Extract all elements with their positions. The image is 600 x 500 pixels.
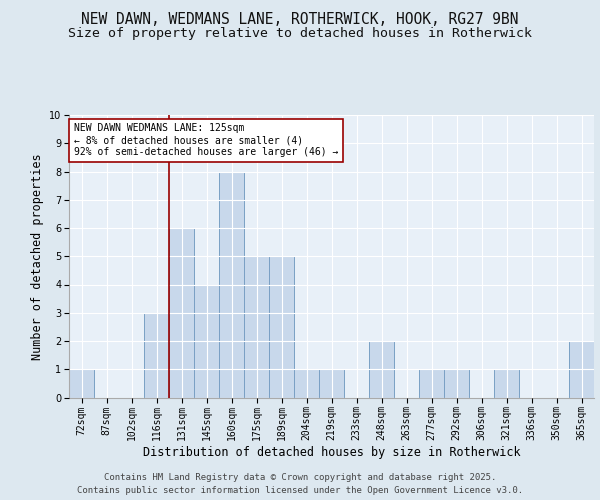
Text: Contains HM Land Registry data © Crown copyright and database right 2025.: Contains HM Land Registry data © Crown c… xyxy=(104,472,496,482)
Bar xyxy=(144,313,169,398)
Bar xyxy=(244,256,269,398)
Text: NEW DAWN, WEDMANS LANE, ROTHERWICK, HOOK, RG27 9BN: NEW DAWN, WEDMANS LANE, ROTHERWICK, HOOK… xyxy=(81,12,519,28)
Bar xyxy=(569,341,594,398)
Text: Contains public sector information licensed under the Open Government Licence v3: Contains public sector information licen… xyxy=(77,486,523,495)
Text: NEW DAWN WEDMANS LANE: 125sqm
← 8% of detached houses are smaller (4)
92% of sem: NEW DAWN WEDMANS LANE: 125sqm ← 8% of de… xyxy=(74,124,338,156)
Bar xyxy=(444,369,469,398)
Bar xyxy=(169,228,194,398)
Y-axis label: Number of detached properties: Number of detached properties xyxy=(31,153,44,360)
Bar xyxy=(294,369,319,398)
Bar xyxy=(494,369,519,398)
Bar xyxy=(69,369,94,398)
Bar xyxy=(419,369,444,398)
Bar xyxy=(269,256,294,398)
Bar xyxy=(194,284,219,398)
X-axis label: Distribution of detached houses by size in Rotherwick: Distribution of detached houses by size … xyxy=(143,446,520,459)
Bar xyxy=(369,341,394,398)
Bar xyxy=(319,369,344,398)
Bar xyxy=(219,172,244,398)
Text: Size of property relative to detached houses in Rotherwick: Size of property relative to detached ho… xyxy=(68,28,532,40)
